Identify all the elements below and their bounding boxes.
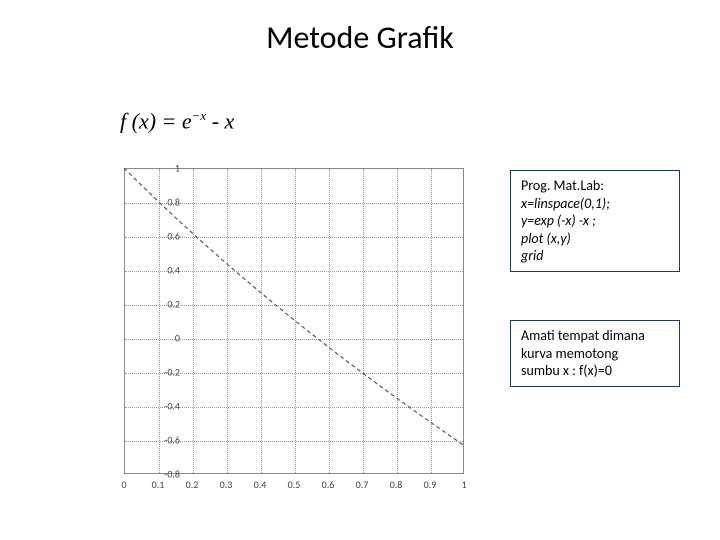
x-tick-label: 1 xyxy=(461,478,466,491)
grid-line xyxy=(193,169,194,473)
plot-area xyxy=(124,168,464,474)
x-tick-label: 0.3 xyxy=(220,478,233,491)
x-tick-label: 0.4 xyxy=(254,478,267,491)
grid-line xyxy=(363,169,364,473)
code-line: grid xyxy=(521,247,669,265)
x-tick-label: 0.2 xyxy=(186,478,199,491)
grid-line xyxy=(397,169,398,473)
x-tick-label: 0.7 xyxy=(356,478,369,491)
x-tick-label: 0.6 xyxy=(322,478,335,491)
equation-rhs: - x xyxy=(206,108,234,133)
equation: f (x) = e−x - x xyxy=(120,108,234,134)
x-tick-label: 0.5 xyxy=(288,478,301,491)
x-tick-label: 0 xyxy=(121,478,126,491)
grid-line xyxy=(227,169,228,473)
equation-lhs: f (x) = e xyxy=(120,108,192,133)
y-tick-label: -0.4 xyxy=(144,400,180,413)
code-line: plot (x,y) xyxy=(521,230,669,248)
y-tick-label: 0.6 xyxy=(144,230,180,243)
x-tick-label: 0.8 xyxy=(390,478,403,491)
observation-note-box: Amati tempat dimana kurva memotong sumbu… xyxy=(510,320,680,387)
x-tick-label: 0.9 xyxy=(424,478,437,491)
y-tick-label: 0.4 xyxy=(144,264,180,277)
y-tick-label: -0.2 xyxy=(144,366,180,379)
line-chart: -0.8-0.6-0.4-0.200.20.40.60.81 00.10.20.… xyxy=(80,160,480,500)
code-line: y=exp (-x) -x ; xyxy=(521,212,669,230)
code-box-title: Prog. Mat.Lab: xyxy=(521,177,669,195)
y-tick-label: 0.2 xyxy=(144,298,180,311)
note-line: sumbu x : f(x)=0 xyxy=(521,362,612,379)
matlab-code-box: Prog. Mat.Lab: x=linspace(0,1); y=exp (-… xyxy=(510,170,680,272)
y-tick-label: 0.8 xyxy=(144,196,180,209)
note-line: kurva memotong xyxy=(521,345,618,362)
y-tick-label: 0 xyxy=(144,332,180,345)
grid-line xyxy=(431,169,432,473)
equation-sup: −x xyxy=(192,108,207,123)
grid-line xyxy=(261,169,262,473)
grid-line xyxy=(329,169,330,473)
grid-line xyxy=(159,169,160,473)
grid-line xyxy=(295,169,296,473)
code-line: x=linspace(0,1); xyxy=(521,195,669,213)
note-line: Amati tempat dimana xyxy=(521,327,645,344)
page-title: Metode Grafik xyxy=(0,18,720,57)
y-tick-label: -0.6 xyxy=(144,434,180,447)
y-tick-label: 1 xyxy=(144,162,180,175)
x-tick-label: 0.1 xyxy=(152,478,165,491)
